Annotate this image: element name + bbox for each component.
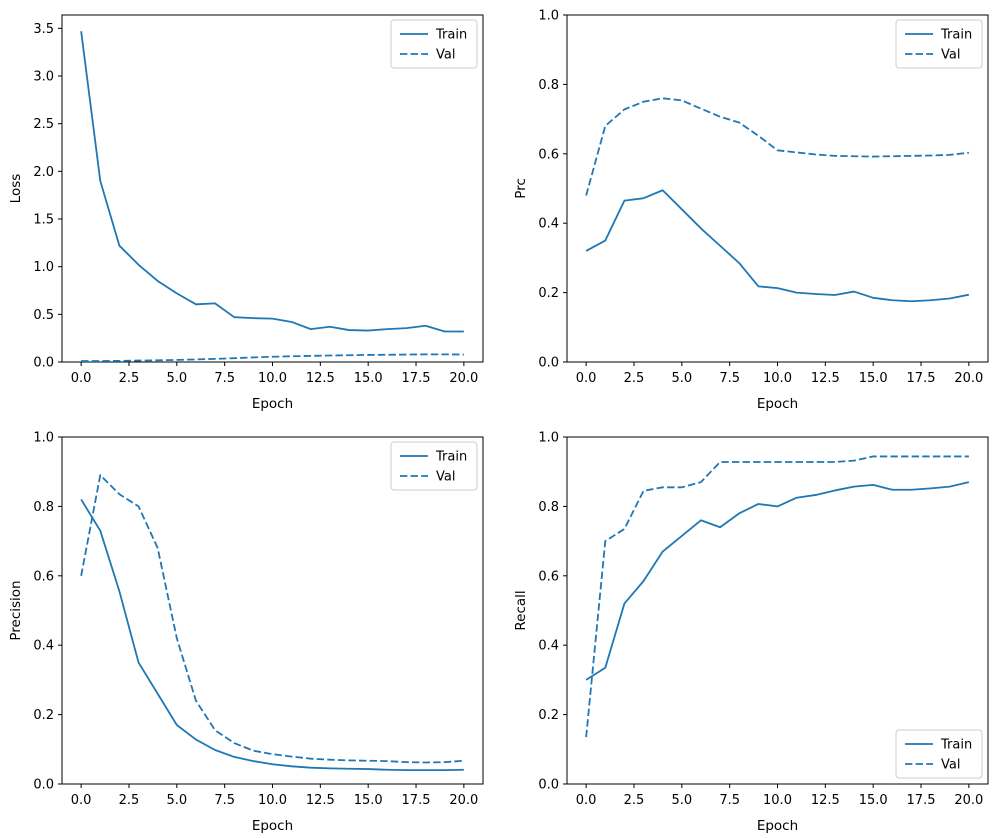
x-tick-label: 20.0 xyxy=(954,793,983,808)
x-tick-label: 12.5 xyxy=(811,371,840,386)
loss-train-line xyxy=(80,31,464,333)
y-axis-label: Precision xyxy=(8,580,24,640)
y-tick-label: 0.0 xyxy=(538,356,559,371)
x-tick-label: 0.0 xyxy=(71,793,92,808)
legend-train-label: Train xyxy=(435,450,467,465)
x-tick-label: 7.5 xyxy=(214,371,235,386)
y-tick-label: 0.0 xyxy=(538,778,559,793)
x-tick-label: 5.0 xyxy=(166,371,187,386)
x-tick-label: 15.0 xyxy=(859,793,888,808)
x-axis-label: Epoch xyxy=(252,396,293,412)
x-tick-label: 2.5 xyxy=(119,371,140,386)
x-tick-label: 20.0 xyxy=(449,371,478,386)
x-axis-label: Epoch xyxy=(757,818,798,834)
precision-chart: 0.0 2.5 5.0 7.5 10.0 12.5 15.0 17.5 20.0 0.0 0.2 0.… xyxy=(8,431,484,834)
y-tick-label: 0.6 xyxy=(538,147,559,162)
legend-val-label: Val xyxy=(436,48,455,63)
precision-val-line xyxy=(80,474,464,764)
y-tick-label: 1.0 xyxy=(33,260,54,275)
y-tick-label: 1.0 xyxy=(33,431,54,446)
x-axis-label: Epoch xyxy=(757,396,798,412)
loss-chart: 0.0 2.5 5.0 7.5 10.0 12.5 15.0 17.5 20.0 0.0 0.5 1.… xyxy=(8,14,484,412)
x-tick-label: 20.0 xyxy=(954,371,983,386)
y-tick-label: 0.6 xyxy=(33,569,54,584)
x-tick-label: 0.0 xyxy=(576,371,597,386)
x-tick-label: 5.0 xyxy=(671,371,692,386)
y-tick-label: 0.4 xyxy=(538,217,559,232)
x-tick-label: 7.5 xyxy=(214,793,235,808)
legend-box xyxy=(390,441,478,491)
y-tick-label: 0.2 xyxy=(33,708,54,723)
y-tick-label: 0.6 xyxy=(538,569,559,584)
y-axis-label: Recall xyxy=(513,590,529,630)
x-tick-label: 20.0 xyxy=(449,793,478,808)
x-tick-label: 10.0 xyxy=(258,371,287,386)
x-tick-label: 2.5 xyxy=(624,793,645,808)
legend-train-label: Train xyxy=(940,28,972,43)
recall-val-line xyxy=(585,455,969,738)
x-tick-label: 5.0 xyxy=(166,793,187,808)
y-tick-label: 1.0 xyxy=(538,431,559,446)
x-tick-label: 5.0 xyxy=(671,793,692,808)
x-tick-label: 2.5 xyxy=(119,793,140,808)
x-tick-label: 17.5 xyxy=(402,371,431,386)
y-tick-label: 0.8 xyxy=(538,78,559,93)
legend-box xyxy=(390,19,478,69)
prc-val-line xyxy=(585,97,969,196)
y-tick-label: 0.4 xyxy=(33,639,54,654)
legend-box xyxy=(895,729,983,779)
y-tick-label: 0.0 xyxy=(33,778,54,793)
x-tick-label: 15.0 xyxy=(354,371,383,386)
prc-chart: 0.0 2.5 5.0 7.5 10.0 12.5 15.0 17.5 20.0 0.0 0.2 0.… xyxy=(513,9,989,412)
x-tick-label: 15.0 xyxy=(859,371,888,386)
y-tick-label: 0.8 xyxy=(538,500,559,515)
y-axis-label: Prc xyxy=(513,178,529,199)
y-tick-label: 0.2 xyxy=(538,286,559,301)
y-tick-label: 1.5 xyxy=(33,213,54,228)
y-tick-label: 0.2 xyxy=(538,708,559,723)
y-tick-label: 3.5 xyxy=(33,22,54,37)
x-tick-label: 17.5 xyxy=(907,371,936,386)
y-tick-label: 3.0 xyxy=(33,70,54,85)
x-tick-label: 10.0 xyxy=(763,371,792,386)
legend-train-label: Train xyxy=(940,738,972,753)
legend-val-label: Val xyxy=(941,758,960,773)
legend-box xyxy=(895,19,983,69)
legend-val-label: Val xyxy=(436,470,455,485)
recall-train-line xyxy=(585,481,970,681)
y-axis-label: Loss xyxy=(8,174,24,204)
y-tick-label: 2.0 xyxy=(33,165,54,180)
x-tick-label: 17.5 xyxy=(907,793,936,808)
x-tick-label: 15.0 xyxy=(354,793,383,808)
y-tick-label: 0.0 xyxy=(33,356,54,371)
x-tick-label: 10.0 xyxy=(763,793,792,808)
x-tick-label: 0.0 xyxy=(576,793,597,808)
recall-chart: 0.0 2.5 5.0 7.5 10.0 12.5 15.0 17.5 20.0 0.0 0.2 0.… xyxy=(513,431,989,834)
x-tick-label: 10.0 xyxy=(258,793,287,808)
x-tick-label: 17.5 xyxy=(402,793,431,808)
x-tick-label: 12.5 xyxy=(306,371,335,386)
x-tick-label: 12.5 xyxy=(811,793,840,808)
x-axis-label: Epoch xyxy=(252,818,293,834)
y-tick-label: 1.0 xyxy=(538,9,559,24)
y-tick-label: 2.5 xyxy=(33,117,54,132)
legend-val-label: Val xyxy=(941,48,960,63)
y-tick-label: 0.8 xyxy=(33,500,54,515)
x-tick-label: 12.5 xyxy=(306,793,335,808)
y-tick-label: 0.5 xyxy=(33,308,54,323)
x-tick-label: 7.5 xyxy=(719,371,740,386)
x-tick-label: 2.5 xyxy=(624,371,645,386)
y-tick-label: 0.4 xyxy=(538,639,559,654)
legend-train-label: Train xyxy=(435,28,467,43)
loss-val-line xyxy=(81,353,464,362)
precision-train-line xyxy=(80,498,464,772)
prc-train-line xyxy=(585,189,970,303)
x-tick-label: 0.0 xyxy=(71,371,92,386)
x-tick-label: 7.5 xyxy=(719,793,740,808)
